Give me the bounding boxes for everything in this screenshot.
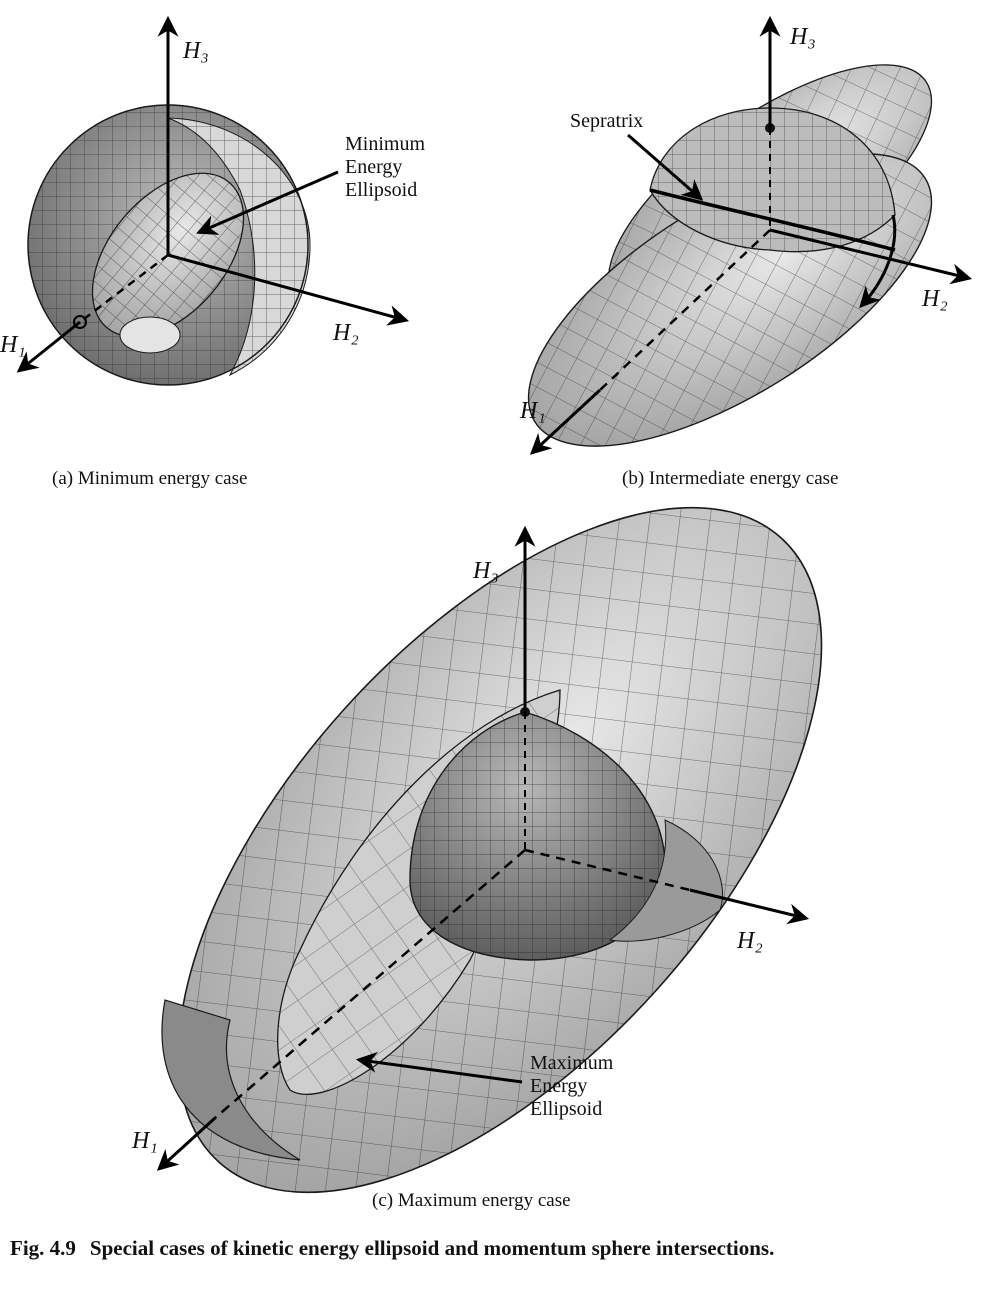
h1-label-c: H₁	[131, 1128, 158, 1154]
axis-h2-b	[769, 228, 973, 285]
callout-line2-a: Energy	[345, 156, 402, 178]
axis-h1-a	[16, 320, 81, 373]
h1-label-a: H₁	[0, 332, 26, 358]
h3-label-c: H₃	[472, 558, 499, 584]
h2-label-c: H₂	[736, 928, 763, 954]
subcaption-b: (b) Intermediate energy case	[622, 468, 838, 489]
panel-a: H₃ H₂ H₁ Minimum Energy Ellipsoid (a) Mi…	[0, 15, 425, 489]
subcaption-c: (c) Maximum energy case	[372, 1190, 571, 1211]
axis-h2-c	[689, 888, 810, 925]
h1-label-b: H₁	[519, 398, 546, 424]
h3-label-b: H₃	[789, 24, 816, 50]
figure-caption-text: Special cases of kinetic energy ellipsoi…	[89, 1236, 775, 1260]
axis-h2-a	[167, 253, 410, 326]
callout-line3-a: Ellipsoid	[345, 179, 417, 201]
momentum-sphere-b	[649, 107, 896, 253]
figure-number: Fig. 4.9	[10, 1236, 76, 1260]
axis-h1-b	[529, 388, 602, 455]
subcaption-a: (a) Minimum energy case	[52, 468, 247, 489]
callout-line2-c: Energy	[530, 1075, 587, 1097]
callout-arrow-a	[196, 170, 339, 235]
axis-h2-c-hidden	[524, 848, 691, 892]
momentum-sphere-c	[409, 707, 724, 961]
callout-line3-c: Ellipsoid	[530, 1098, 602, 1120]
h2-label-a: H₂	[332, 320, 359, 346]
axis-h1-a-hidden	[79, 254, 169, 323]
panel-b: H₃ H₂ H₁ Sepratrix (b) Intermediate ener…	[519, 15, 973, 489]
callout-arrow-b	[627, 133, 704, 201]
callout-line1-a: Minimum	[345, 133, 425, 155]
axis-h1-b-hidden	[599, 229, 771, 391]
callout-line1-c: Maximum	[530, 1052, 614, 1074]
h2-label-b: H₂	[921, 286, 948, 312]
axis-h1-c-hidden	[214, 849, 526, 1119]
figure-caption: Fig. 4.9 Special cases of kinetic energy …	[10, 1236, 975, 1261]
h3-label-a: H₃	[182, 38, 209, 64]
axis-h1-c	[156, 1116, 217, 1171]
callout-label-b: Sepratrix	[570, 110, 643, 132]
panel-c: H₃ H₂ H₁ Maximum Energy Ellipsoid (c) Ma…	[131, 506, 823, 1211]
callout-arrow-c	[355, 1051, 523, 1084]
